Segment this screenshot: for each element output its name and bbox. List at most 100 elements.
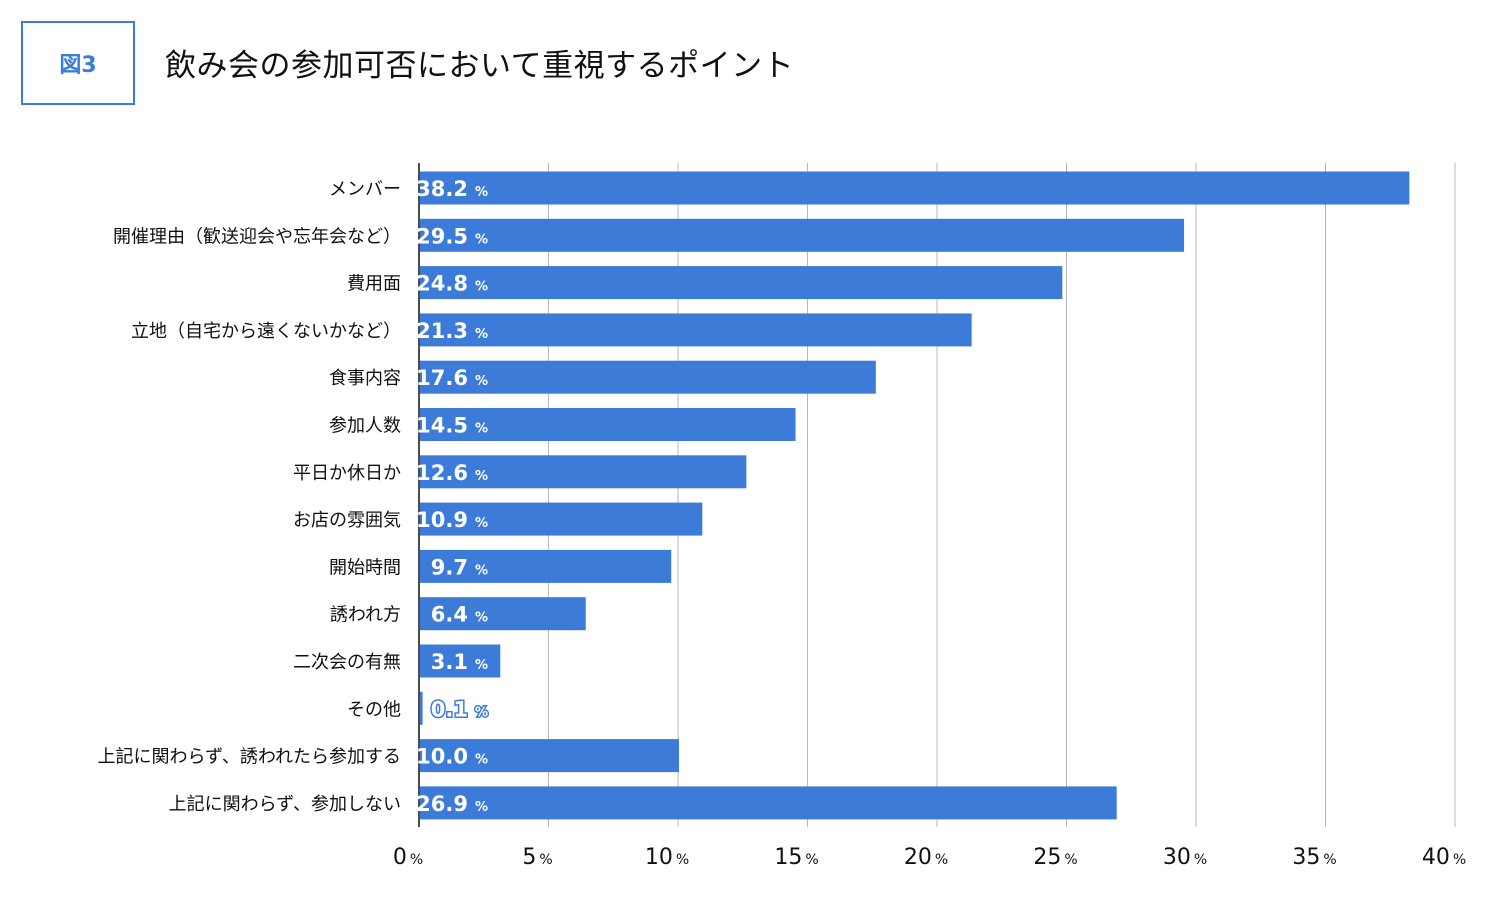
bar [420, 313, 972, 347]
data-label-value: 21.3 [416, 319, 468, 343]
x-tick-label: 40% [1422, 845, 1466, 870]
data-label-value: 0.1 [431, 697, 468, 721]
x-tick-label: 35% [1292, 845, 1336, 870]
data-label: 17.6% [416, 366, 488, 390]
data-label: 24.8% [416, 272, 488, 296]
data-label-value: 10.0 [416, 745, 468, 769]
x-tick-unit: % [1064, 852, 1077, 868]
x-tick-value: 10 [645, 845, 673, 870]
bar [420, 171, 1410, 205]
bar [420, 266, 1063, 300]
x-tick-unit: % [410, 852, 423, 868]
data-label-unit: % [475, 563, 488, 578]
x-tick-label: 15% [774, 845, 818, 870]
data-label-unit: % [475, 232, 488, 247]
data-label: 14.5% [416, 414, 488, 438]
data-label-value: 29.5 [416, 224, 468, 248]
data-label-value: 24.8 [416, 272, 468, 296]
bar [420, 360, 876, 394]
data-label-unit: % [475, 753, 488, 768]
data-label: 26.9% [416, 792, 488, 816]
category-label: 開催理由（歓送迎会や忘年会など） [113, 226, 401, 247]
x-tick-unit: % [935, 852, 948, 868]
category-label: 開始時間 [329, 557, 401, 578]
x-tick-label: 20% [904, 845, 948, 870]
category-label: 立地（自宅から遠くないかなど） [131, 321, 401, 342]
data-label-unit: % [475, 374, 488, 389]
category-label: 平日か休日か [293, 463, 401, 484]
bar [420, 218, 1185, 252]
data-label-value: 3.1 [431, 650, 468, 674]
data-label-value: 38.2 [416, 177, 468, 201]
data-label: 3.1% [431, 650, 488, 674]
figure-number-badge: 図3 [21, 21, 135, 105]
x-tick-label: 30% [1163, 845, 1207, 870]
data-label-unit: % [475, 800, 488, 815]
x-tick-value: 15 [774, 845, 802, 870]
bar [420, 691, 423, 725]
bar [420, 455, 747, 489]
data-label-unit: % [475, 658, 488, 673]
x-tick-value: 0 [393, 845, 407, 870]
data-label-value: 14.5 [416, 414, 468, 438]
data-label-value: 12.6 [416, 461, 468, 485]
data-label-unit: % [475, 422, 488, 437]
data-label-unit: % [475, 705, 488, 720]
data-label: 0.1% [431, 697, 488, 721]
x-tick-value: 40 [1422, 845, 1450, 870]
category-label: メンバー [329, 179, 401, 200]
bar [420, 644, 501, 678]
data-label-unit: % [475, 185, 488, 200]
x-tick-label: 0% [393, 845, 423, 870]
data-label-value: 6.4 [431, 603, 468, 627]
data-label: 21.3% [416, 319, 488, 343]
data-label-unit: % [475, 280, 488, 295]
x-tick-label: 10% [645, 845, 689, 870]
x-tick-value: 5 [522, 845, 536, 870]
x-tick-value: 30 [1163, 845, 1191, 870]
category-label: 上記に関わらず、誘われたら参加する [98, 747, 401, 768]
category-label: 二次会の有無 [293, 652, 401, 673]
bar [420, 408, 796, 441]
x-tick-unit: % [1194, 852, 1207, 868]
x-tick-label: 5% [522, 845, 552, 870]
data-label-value: 26.9 [416, 792, 468, 816]
x-tick-value: 25 [1033, 845, 1061, 870]
data-label: 6.4% [431, 603, 488, 627]
data-label: 10.9% [416, 508, 488, 532]
bar [420, 786, 1117, 820]
category-label: 上記に関わらず、参加しない [169, 794, 401, 815]
data-label-unit: % [475, 327, 488, 342]
x-tick-unit: % [1323, 852, 1336, 868]
bar [420, 739, 679, 773]
x-tick-value: 20 [904, 845, 932, 870]
data-label-value: 17.6 [416, 366, 468, 390]
x-tick-unit: % [676, 852, 689, 868]
x-tick-unit: % [1453, 852, 1466, 868]
x-tick-unit: % [539, 852, 552, 868]
data-label-unit: % [475, 611, 488, 626]
category-label: 誘われ方 [330, 605, 401, 626]
data-label-value: 9.7 [431, 555, 468, 579]
data-label: 12.6% [416, 461, 488, 485]
category-label: その他 [347, 699, 401, 720]
data-label: 9.7% [431, 555, 488, 579]
data-label: 29.5% [416, 224, 488, 248]
x-tick-value: 35 [1292, 845, 1320, 870]
category-label: お店の雰囲気 [293, 510, 401, 531]
data-label-value: 10.9 [416, 508, 468, 532]
x-tick-unit: % [805, 852, 818, 868]
bar [420, 597, 586, 631]
bar [420, 549, 672, 583]
category-label: 参加人数 [329, 416, 401, 437]
x-tick-label: 25% [1033, 845, 1077, 870]
data-label: 38.2% [416, 177, 488, 201]
data-label: 10.0% [416, 745, 488, 769]
category-label: 費用面 [347, 274, 401, 295]
data-label-unit: % [475, 469, 488, 484]
category-label: 食事内容 [329, 368, 401, 389]
data-label-unit: % [475, 516, 488, 531]
chart-title: 飲み会の参加可否において重視するポイント [165, 48, 795, 84]
bar [420, 502, 703, 536]
